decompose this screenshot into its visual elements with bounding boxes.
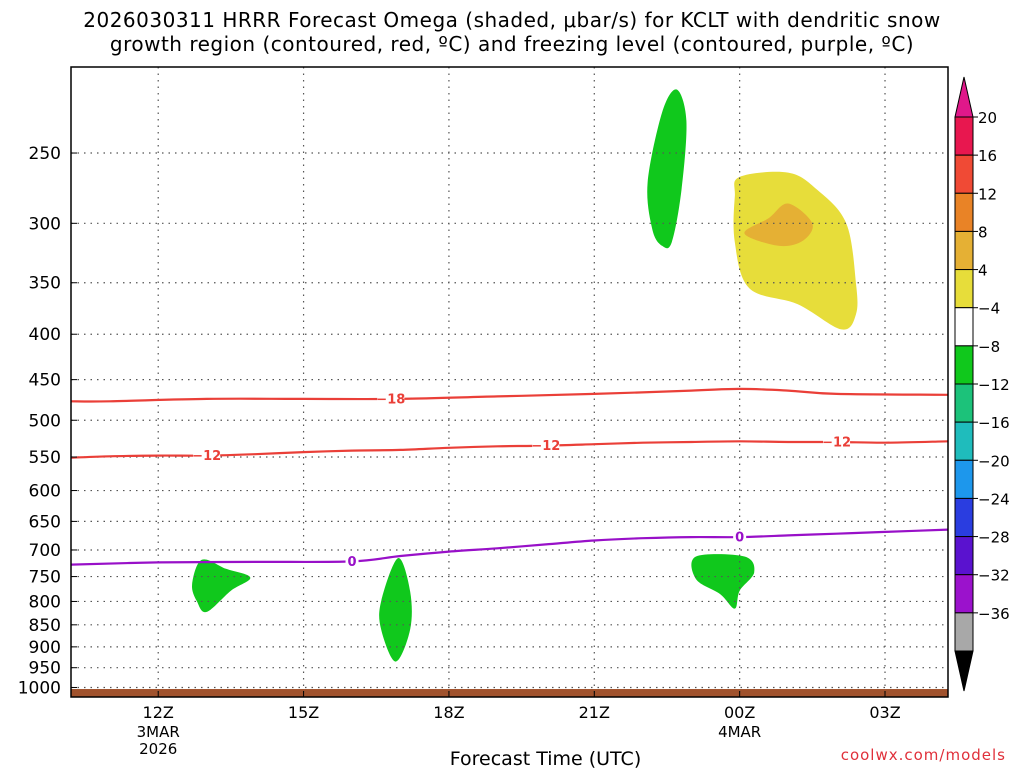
colorbar-swatch-1 — [954, 154, 974, 194]
ytick-label-1000: 1000 — [18, 678, 61, 698]
colorbar-label-13: −36 — [978, 605, 1010, 623]
ytick-label-950: 950 — [29, 659, 61, 679]
colorbar-label-8: −16 — [978, 414, 1010, 432]
colorbar-swatch-3 — [954, 230, 974, 271]
plot-frame — [70, 66, 949, 698]
colorbar-swatch-12 — [954, 574, 974, 614]
ytick-label-700: 700 — [29, 541, 61, 561]
freezing-level — [71, 528, 948, 566]
colorbar-label-11: −28 — [978, 529, 1010, 547]
credit-text[interactable]: coolwx.com/models — [840, 746, 1006, 764]
colorbar-swatch-11 — [954, 536, 974, 576]
dgz-bottom-label-2: −12 — [822, 435, 851, 450]
colorbar-label-5: −4 — [978, 300, 1000, 318]
freezing-level-label-bg-0 — [345, 554, 359, 569]
xtick-label-12Z: 12Z — [143, 703, 174, 722]
colorbar-label-6: −8 — [978, 338, 1000, 356]
colorbar-label-10: −24 — [978, 490, 1010, 508]
colorbar-swatch-5 — [954, 307, 974, 347]
colorbar: 20 16 12 8 4 −4 −8 −12 −16 −20 −24 −28 −32 −36 — [954, 76, 1010, 692]
chart-title: 2026030311 HRRR Forecast Omega (shaded, … — [0, 8, 1024, 56]
colorbar-label-0: 20 — [978, 109, 997, 127]
colorbar-label-1: 16 — [978, 147, 997, 165]
omega-neg-low-a — [191, 559, 251, 613]
ytick-label-750: 750 — [29, 568, 61, 588]
xtick-label-18Z: 18Z — [433, 703, 464, 722]
colorbar-swatch-8 — [954, 421, 974, 461]
colorbar-swatch-4 — [954, 269, 974, 309]
ytick-label-300: 300 — [29, 214, 61, 234]
colorbar-label-4: 4 — [978, 262, 988, 280]
omega-neg-low-c — [691, 554, 755, 609]
colorbar-swatch-13 — [954, 612, 974, 652]
colorbar-label-12: −32 — [978, 567, 1010, 585]
xtick-sub-12Z-1: 2026 — [139, 740, 177, 758]
ytick-label-800: 800 — [29, 592, 61, 612]
colorbar-swatch-7 — [954, 383, 974, 423]
x-axis-label: Forecast Time (UTC) — [450, 748, 641, 768]
ytick-label-850: 850 — [29, 616, 61, 636]
omega-neg-low-b — [379, 558, 412, 662]
ytick-label-900: 900 — [29, 638, 61, 658]
title-line-2: growth region (contoured, red, ºC) and f… — [109, 32, 915, 56]
dgz-top — [71, 387, 948, 403]
colorbar-swatch-10 — [954, 497, 974, 538]
colorbar-label-2: 12 — [978, 185, 997, 203]
ytick-label-600: 600 — [29, 482, 61, 502]
freezing-level-label-0: 0 — [348, 555, 357, 570]
freezing-level-label-bg-1 — [733, 530, 747, 545]
xtick-label-00Z: 00Z — [724, 703, 755, 722]
dgz-bottom-label-bg-0 — [193, 448, 221, 463]
dgz-bottom-label-bg-1 — [532, 438, 560, 453]
dgz-top-label-0: −18 — [376, 392, 405, 407]
xtick-label-21Z: 21Z — [579, 703, 610, 722]
colorbar-bottom-arrow — [954, 650, 974, 692]
plot-area: −18 −12 −12 −12 0 0 — [71, 67, 948, 697]
title-line-1: 2026030311 HRRR Forecast Omega (shaded, … — [83, 8, 941, 32]
ytick-label-550: 550 — [29, 448, 61, 468]
colorbar-swatch-6 — [954, 345, 974, 385]
ytick-label-400: 400 — [29, 325, 61, 345]
ytick-label-450: 450 — [29, 371, 61, 391]
omega-neg-upper — [647, 89, 687, 249]
omega-pos-outer — [733, 171, 858, 330]
ytick-label-250: 250 — [29, 144, 61, 164]
dgz-top-label-bg-0 — [377, 391, 405, 406]
colorbar-top-arrow — [954, 76, 974, 118]
omega-pos-core — [744, 203, 813, 247]
dgz-bottom-label-bg-2 — [823, 434, 851, 449]
xtick-label-15Z: 15Z — [288, 703, 319, 722]
colorbar-label-7: −12 — [978, 376, 1010, 394]
xtick-sub-12Z-0: 3MAR — [137, 723, 180, 741]
dgz-bottom-label-1: −12 — [531, 439, 560, 454]
xtick-sub-00Z-0: 4MAR — [718, 723, 761, 741]
colorbar-swatch-2 — [954, 192, 974, 232]
colorbar-swatch-0 — [954, 116, 974, 156]
ytick-label-500: 500 — [29, 411, 61, 431]
grid — [71, 67, 948, 697]
dgz-bottom-label-0: −12 — [192, 449, 221, 464]
colorbar-label-3: 8 — [978, 223, 988, 241]
xtick-label-03Z: 03Z — [869, 703, 900, 722]
colorbar-swatch-9 — [954, 459, 974, 499]
colorbar-label-9: −20 — [978, 452, 1010, 470]
ytick-label-650: 650 — [29, 512, 61, 532]
freezing-level-label-1: 0 — [735, 531, 744, 546]
terrain — [71, 689, 948, 697]
ytick-label-350: 350 — [29, 274, 61, 294]
